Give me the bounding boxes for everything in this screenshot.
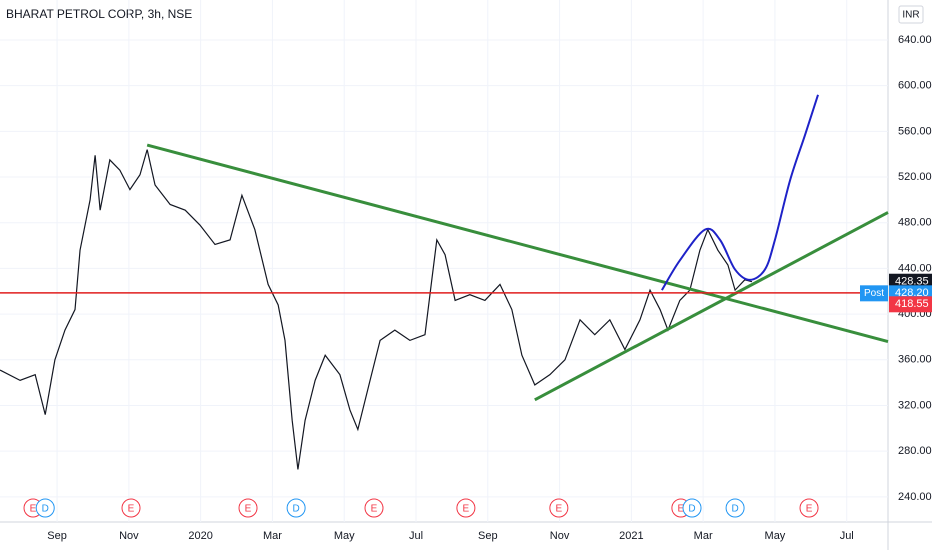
event-marker xyxy=(725,498,745,518)
x-tick-label: Jul xyxy=(840,530,854,542)
x-tick-label: Jul xyxy=(409,530,423,542)
event-marker xyxy=(364,498,384,518)
currency: INR xyxy=(902,10,919,21)
price-line xyxy=(661,94,819,291)
y-tick-label: 640.00 xyxy=(898,34,932,46)
x-tick-label: 2021 xyxy=(619,530,643,542)
event-marker xyxy=(682,498,702,518)
x-tick-label: Nov xyxy=(119,530,139,542)
event-marker xyxy=(286,498,306,518)
price-line xyxy=(146,143,889,343)
currency-box[interactable] xyxy=(898,5,924,24)
y-tick-label: 600.00 xyxy=(898,80,932,92)
event-label: E xyxy=(678,504,685,515)
event-marker xyxy=(799,498,819,518)
event-label: E xyxy=(128,504,135,515)
x-tick-label: May xyxy=(334,530,355,542)
event-label: E xyxy=(245,504,252,515)
y-tick-label: 520.00 xyxy=(898,171,932,183)
price-tag: Post xyxy=(864,288,884,299)
event-marker xyxy=(549,498,569,518)
x-tick-label: May xyxy=(765,530,786,542)
event-label: E xyxy=(463,504,470,515)
y-tick-label: 480.00 xyxy=(898,217,932,229)
event-label: D xyxy=(731,504,738,515)
x-tick-label: 2020 xyxy=(188,530,212,542)
y-tick-label: 280.00 xyxy=(898,445,932,457)
price-label-box xyxy=(889,296,932,313)
price-line xyxy=(0,149,753,470)
price-tag-box xyxy=(860,285,888,302)
x-tick-label: Nov xyxy=(550,530,570,542)
price-label: 418.55 xyxy=(895,298,929,310)
event-label: D xyxy=(293,504,300,515)
event-marker xyxy=(238,498,258,518)
event-marker xyxy=(35,498,55,518)
y-tick-label: 360.00 xyxy=(898,354,932,366)
chart-title: BHARAT PETROL CORP, 3h, NSE xyxy=(6,7,192,21)
event-label: D xyxy=(42,504,49,515)
x-tick-label: Mar xyxy=(263,530,282,542)
event-label: E xyxy=(30,504,37,515)
event-label: E xyxy=(556,504,563,515)
event-label: E xyxy=(371,504,378,515)
price-line xyxy=(534,211,889,402)
price-label: 428.35 xyxy=(895,276,929,288)
y-tick-label: 240.00 xyxy=(898,491,932,503)
event-marker xyxy=(456,498,476,518)
y-tick-label: 440.00 xyxy=(898,262,932,274)
x-tick-label: Mar xyxy=(694,530,713,542)
y-tick-label: 560.00 xyxy=(898,125,932,137)
event-label: E xyxy=(806,504,813,515)
event-marker xyxy=(121,498,141,518)
event-label: D xyxy=(688,504,695,515)
price-label: 428.20 xyxy=(895,287,929,299)
x-tick-label: Sep xyxy=(478,530,498,542)
y-tick-label: 320.00 xyxy=(898,399,932,411)
x-tick-label: Sep xyxy=(47,530,67,542)
